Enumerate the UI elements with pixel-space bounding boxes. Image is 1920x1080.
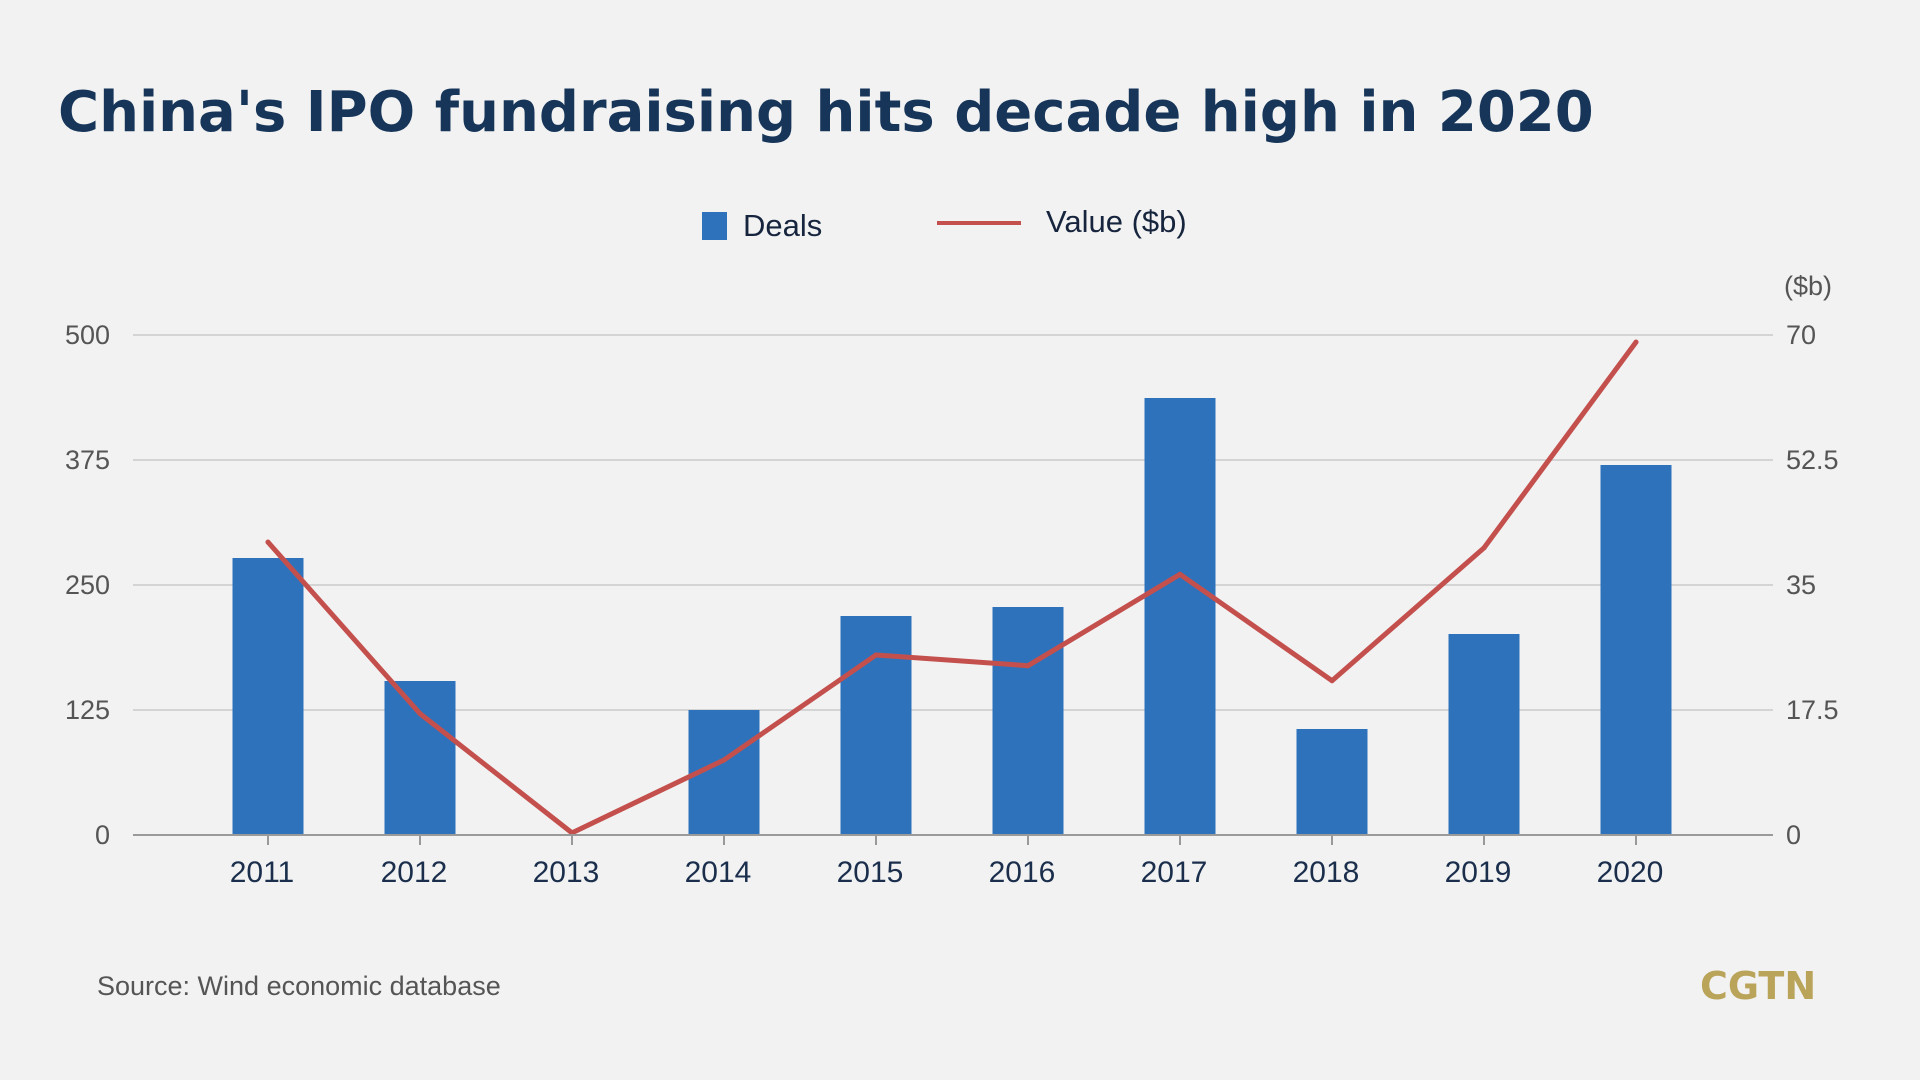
value-point-2012 [417,711,423,717]
right-tick-label: 52.5 [1786,445,1839,475]
x-tick-label-2011: 2011 [230,856,295,889]
x-tick-label-2016: 2016 [989,856,1056,889]
left-tick-label: 0 [95,820,110,850]
deals-bar-2019 [1448,634,1520,835]
x-tick-label-2013: 2013 [533,856,600,889]
left-tick-label: 250 [65,570,110,600]
value-point-2016 [1025,663,1031,669]
right-tick-label: 0 [1786,820,1801,850]
deals-bar-2018 [1296,729,1368,835]
legend: Deals Value ($b) [702,204,1187,243]
right-tick-label: 70 [1786,320,1816,350]
value-point-2014 [721,757,727,763]
right-tick-label: 17.5 [1786,695,1839,725]
value-point-2018 [1329,678,1335,684]
deals-bars [232,398,1672,835]
x-tick-label-2015: 2015 [837,856,904,889]
value-point-2017 [1177,571,1183,577]
value-point-2019 [1481,545,1487,551]
left-tick-label: 375 [65,445,110,475]
chart-title: China's IPO fundraising hits decade high… [58,80,1594,145]
x-tick-label-2019: 2019 [1445,856,1512,889]
x-tick-label-2014: 2014 [685,856,752,889]
x-tick-label-2017: 2017 [1141,856,1208,889]
deals-bar-2017 [1144,398,1216,835]
deals-bar-2015 [840,616,912,835]
value-line-layer [265,339,1639,836]
right-tick-label: 35 [1786,570,1816,600]
cgtn-logo: CGTN [1700,964,1816,1008]
value-point-2011 [265,539,271,545]
value-line [265,339,1639,836]
x-tick-label-2018: 2018 [1293,856,1360,889]
gridlines [133,334,1773,711]
left-tick-label: 125 [65,695,110,725]
legend-deals-label: Deals [743,208,822,243]
value-point-2020 [1633,339,1639,345]
x-tick-label-2012: 2012 [381,856,448,889]
axes: 0 0 125 17.5 250 35 375 52.5 500 70 2011 2012 2013 20… [65,320,1839,889]
legend-value-label: Value ($b) [1046,204,1187,239]
x-tick-label-2020: 2020 [1597,856,1664,889]
deals-bar-2016 [992,607,1064,835]
legend-deals-swatch [702,212,727,240]
deals-bar-2011 [232,558,304,835]
source-note: Source: Wind economic database [97,971,501,1001]
value-point-2015 [873,652,879,658]
deals-bar-2020 [1600,465,1672,835]
left-tick-label: 500 [65,320,110,350]
deals-bar-2012 [384,681,456,835]
right-axis-unit: ($b) [1784,271,1832,301]
